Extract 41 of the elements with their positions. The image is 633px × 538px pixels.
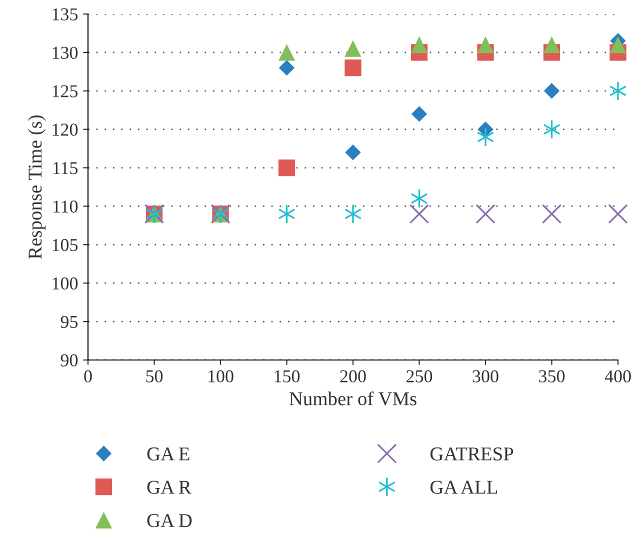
point (278, 159, 296, 176)
legend-label: GATRESP (430, 447, 514, 461)
point (344, 40, 362, 57)
x-tick-label: 0 (84, 370, 92, 382)
point (477, 36, 494, 54)
y-tick-label: 110 (53, 200, 78, 213)
x-tick-label: 150 (274, 370, 300, 382)
point (278, 60, 295, 76)
x-tick-label: 50 (146, 370, 163, 382)
y-tick-label: 105 (52, 238, 78, 252)
y-tick-label: 115 (53, 162, 78, 174)
x-tick-label: 300 (472, 370, 498, 382)
y-tick-label: 100 (52, 277, 78, 290)
point (542, 204, 562, 224)
y-tick-label: 130 (52, 46, 78, 59)
x-tick-label: 100 (208, 370, 234, 382)
y-tick-label: 120 (52, 124, 78, 136)
x-tick-label: 400 (604, 370, 631, 382)
x-tick-label: 250 (406, 370, 432, 382)
point (409, 204, 430, 224)
y-axis-title: Response Time (s) (28, 115, 46, 259)
y-tick-label: 135 (52, 8, 78, 20)
y-tick-label: 90 (60, 354, 78, 366)
point (608, 204, 628, 224)
point (345, 144, 361, 160)
point (610, 36, 626, 54)
point (411, 106, 428, 122)
y-tick-label: 125 (52, 85, 78, 98)
point (344, 59, 362, 76)
legend-label: GA D (147, 514, 192, 528)
point (544, 83, 560, 99)
legend-label: GA E (147, 447, 190, 461)
point (543, 36, 560, 54)
point (278, 44, 296, 61)
x-tick-label: 350 (539, 370, 565, 382)
y-tick-label: 95 (60, 316, 78, 328)
x-tick-label: 200 (340, 370, 366, 382)
legend-label: GA R (147, 480, 192, 494)
x-axis-title: Number of VMs (289, 391, 416, 406)
point (476, 204, 496, 224)
point (410, 36, 428, 54)
